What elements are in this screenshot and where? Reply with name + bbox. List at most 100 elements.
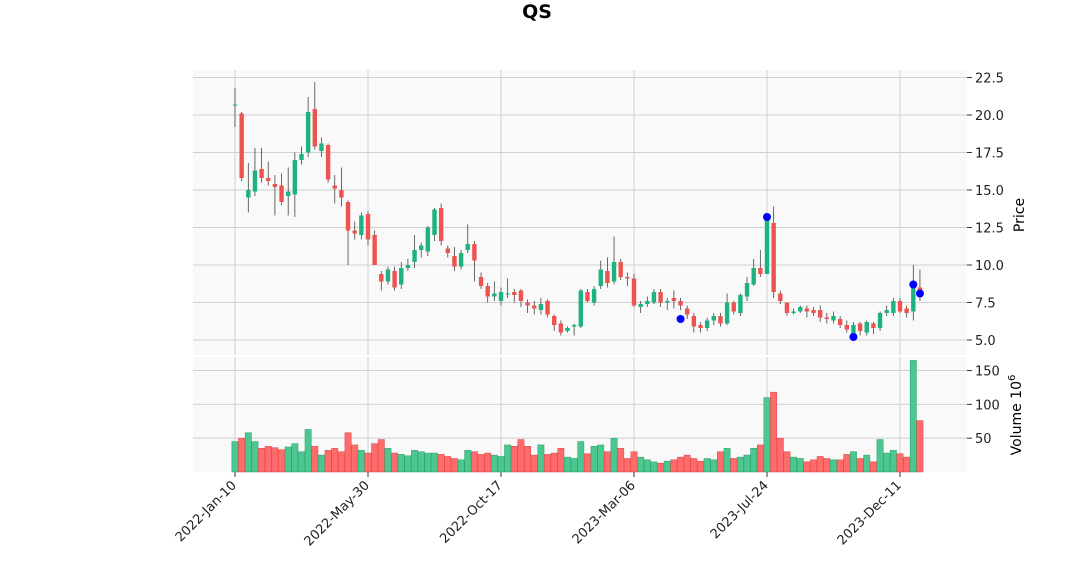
volume-bar (284, 446, 292, 473)
volume-bar (557, 448, 565, 473)
candle-body (871, 323, 876, 328)
candle-body (758, 268, 763, 274)
candle-body (685, 308, 690, 315)
volume-bar (856, 458, 864, 473)
volume-bar (637, 456, 645, 473)
volume-bar (776, 437, 784, 473)
volume-bar (617, 448, 625, 473)
signal-marker (763, 213, 771, 221)
volume-bar (397, 454, 405, 473)
volume-bar (850, 451, 857, 473)
candle-body (791, 311, 796, 313)
volume-bar (271, 447, 279, 473)
volume-bar (836, 459, 844, 473)
volume-bar (710, 459, 718, 473)
volume-bar (604, 451, 611, 473)
signal-marker (849, 333, 858, 341)
volume-bar (870, 461, 877, 473)
price-tick-label: 17.5 (975, 147, 1004, 162)
candle-body (545, 301, 550, 315)
volume-bar (863, 454, 871, 473)
volume-bar (490, 454, 498, 473)
candle-body (565, 328, 570, 331)
candle-body (552, 316, 557, 325)
volume-bar (903, 456, 911, 473)
volume-bar (451, 458, 458, 473)
volume-bar (311, 446, 319, 473)
candle-body (831, 316, 836, 321)
volume-bar (670, 459, 678, 473)
signal-markers (676, 213, 924, 341)
candle-body (505, 293, 510, 295)
candle-body (857, 323, 863, 331)
volume-bar (530, 454, 538, 473)
candle-body (312, 109, 317, 147)
candle-body (465, 244, 470, 250)
candle-body (379, 274, 384, 282)
candle-body (432, 209, 437, 235)
volume-bar (351, 444, 359, 473)
candle-body (305, 112, 311, 153)
candle-body (538, 304, 544, 310)
candle-body (365, 214, 371, 240)
volume-bar (916, 420, 924, 473)
volume-bar (577, 441, 585, 473)
volume-bar (590, 446, 598, 473)
candle-body (798, 307, 803, 312)
volume-bar (324, 450, 332, 473)
candle-body (711, 316, 716, 321)
candle-body (232, 104, 238, 106)
volume-bar (909, 360, 917, 473)
volume-bar (244, 432, 252, 473)
candle-body (784, 302, 790, 313)
volume-bar (331, 448, 339, 473)
price-tick-label: 12.5 (975, 222, 1004, 237)
candle-body (438, 208, 444, 241)
volume-bar (723, 448, 731, 473)
candle-body (458, 253, 464, 267)
volume-bar (630, 451, 638, 473)
volume-bar (657, 462, 665, 473)
signal-marker (676, 315, 685, 323)
volume-bar (510, 446, 518, 473)
candle-body (252, 170, 258, 192)
volume-bar (377, 439, 385, 473)
candle-body (518, 290, 524, 301)
price-tick-label: 22.5 (975, 72, 1004, 87)
candle-body (718, 316, 723, 324)
candle-body (392, 271, 397, 288)
volume-bar (810, 459, 817, 473)
x-tick-label: 2022-Oct-17 (437, 478, 505, 546)
volume-bar (796, 458, 804, 473)
volume-bar (643, 459, 651, 473)
candle-body (352, 230, 357, 234)
candle-body (598, 269, 603, 286)
x-tick-label: 2023-Jul-24 (708, 478, 772, 542)
candles (232, 82, 923, 339)
candle-body (405, 265, 411, 268)
candle-body (591, 289, 597, 303)
candle-body (425, 227, 431, 252)
volume-axis-exponent: 6 (1007, 375, 1018, 381)
volume-bar (417, 451, 425, 473)
volume-bar (524, 446, 532, 473)
candle-body (738, 295, 743, 313)
candle-body (239, 113, 244, 178)
volume-tick-label: 50 (975, 432, 992, 447)
candle-body (658, 292, 663, 303)
volume-bar (477, 454, 485, 473)
volume-bar (823, 458, 831, 473)
candle-body (877, 313, 883, 328)
volume-bar (471, 451, 478, 473)
volume-bar (537, 444, 545, 473)
price-tick-label: 10.0 (975, 259, 1004, 274)
volume-bar (816, 456, 824, 473)
volume-bar (690, 458, 698, 473)
volume-bar (730, 458, 738, 473)
candle-body (525, 302, 530, 306)
price-tick-label: 5.0 (975, 334, 996, 349)
candle-body (645, 301, 650, 304)
candle-body (332, 185, 337, 189)
volume-bar (750, 448, 758, 473)
candle-body (678, 301, 683, 306)
